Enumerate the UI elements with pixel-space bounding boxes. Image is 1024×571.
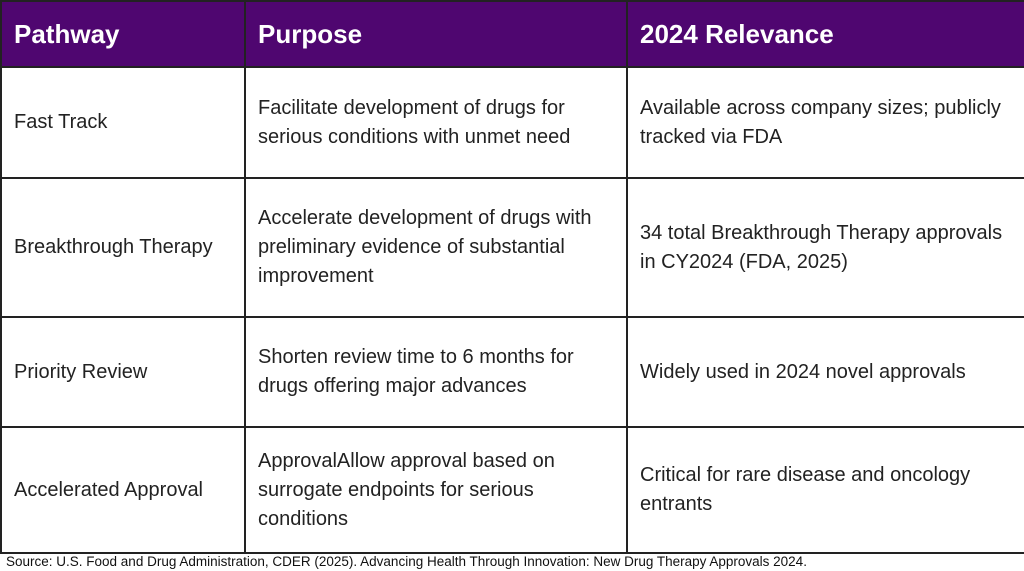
cell-pathway: Breakthrough Therapy: [0, 177, 246, 318]
header-purpose: Purpose: [244, 0, 628, 68]
table-row: Accelerated Approval ApprovalAllow appro…: [0, 426, 1024, 554]
table-body: Fast Track Facilitate development of dru…: [0, 66, 1024, 554]
table-header: Pathway Purpose 2024 Relevance: [0, 0, 1024, 68]
cell-purpose: Shorten review time to 6 months for drug…: [244, 316, 628, 428]
cell-pathway: Priority Review: [0, 316, 246, 428]
cell-purpose: Facilitate development of drugs for seri…: [244, 66, 628, 179]
cell-pathway: Fast Track: [0, 66, 246, 179]
source-citation: Source: U.S. Food and Drug Administratio…: [6, 554, 807, 569]
header-row: Pathway Purpose 2024 Relevance: [0, 0, 1024, 68]
table-row: Fast Track Facilitate development of dru…: [0, 66, 1024, 179]
cell-relevance: Critical for rare disease and oncology e…: [626, 426, 1024, 554]
cell-relevance: 34 total Breakthrough Therapy approvals …: [626, 177, 1024, 318]
header-2024-relevance: 2024 Relevance: [626, 0, 1024, 68]
cell-purpose: Accelerate development of drugs with pre…: [244, 177, 628, 318]
cell-relevance: Widely used in 2024 novel approvals: [626, 316, 1024, 428]
cell-purpose: ApprovalAllow approval based on surrogat…: [244, 426, 628, 554]
fda-pathways-table: Pathway Purpose 2024 Relevance Fast Trac…: [0, 0, 1024, 554]
header-pathway: Pathway: [0, 0, 246, 68]
cell-pathway: Accelerated Approval: [0, 426, 246, 554]
table-row: Breakthrough Therapy Accelerate developm…: [0, 177, 1024, 318]
cell-relevance: Available across company sizes; publicly…: [626, 66, 1024, 179]
table-row: Priority Review Shorten review time to 6…: [0, 316, 1024, 428]
